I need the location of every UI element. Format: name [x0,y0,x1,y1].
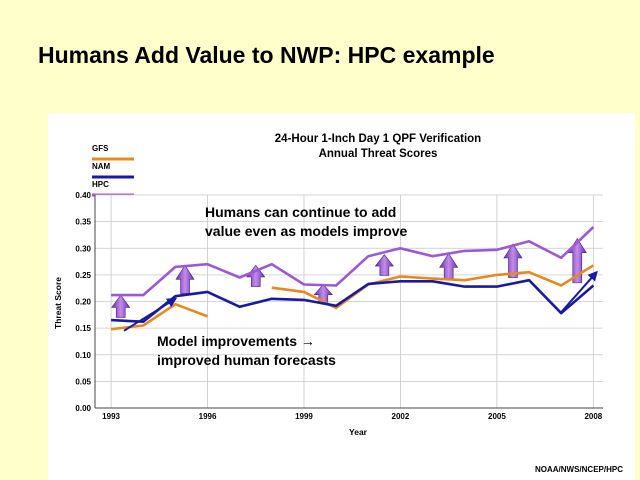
series-line-hpc [111,226,595,297]
annotation-top-line-0: Humans can continue to add [205,204,396,220]
chart-panel: 24-Hour 1-Inch Day 1 QPF Verification An… [48,113,635,480]
value-added-arrow-2 [246,264,266,287]
improvement-arrow-1 [560,270,598,313]
value-added-arrow-0 [111,294,131,318]
chart-legend: GFS NAM HPC [92,144,134,197]
y-tick-label-2: 0.10 [75,351,91,360]
y-tick-label-8: 0.40 [75,191,91,200]
slide-title: Humans Add Value to NWP: HPC example [38,42,495,68]
chart-axes: 0.00 0.05 0.10 0.15 0.20 0.25 0.30 0.35 0.40 1993… [75,191,603,421]
chart-series [110,226,595,331]
x-tick-label-1: 1996 [199,412,217,421]
annotation-bottom-line-0: Model improvements → [157,333,315,349]
annotation-bottom-line-1: improved human forecasts [157,352,336,368]
legend-label-nam: NAM [92,162,111,171]
value-added-arrow-7 [567,238,587,284]
y-tick-label-0: 0.00 [75,404,91,413]
y-tick-label-6: 0.30 [75,244,91,253]
chart-title: 24-Hour 1-Inch Day 1 QPF Verification [275,133,481,145]
x-tick-label-2: 1999 [295,412,313,421]
y-tick-label-4: 0.20 [75,298,91,307]
x-axis-title: Year [349,427,368,437]
chart-subtitle: Annual Threat Scores [319,148,438,160]
improvement-arrows [123,270,598,332]
improvement-arrow-0 [123,297,178,332]
annotation-top-line-1: value even as models improve [205,223,408,239]
value-added-arrow-4 [374,254,394,276]
x-tick-label-4: 2005 [488,412,506,421]
value-added-arrow-5 [439,253,459,279]
x-tick-label-0: 1993 [102,412,120,421]
value-added-arrows [111,238,587,318]
y-tick-label-3: 0.15 [75,324,91,333]
x-tick-label-3: 2002 [392,412,410,421]
y-tick-label-1: 0.05 [75,377,91,386]
value-added-arrow-1 [175,264,195,294]
chart-grid [95,194,603,409]
chart-annotations: Humans can continue to add value even as … [157,204,408,368]
qpf-threat-score-chart: 24-Hour 1-Inch Day 1 QPF Verification An… [53,133,603,437]
series-line-nam [111,278,595,323]
y-tick-label-5: 0.25 [75,271,91,280]
legend-label-hpc: HPC [92,180,109,189]
value-added-arrow-3 [313,284,333,304]
x-tick-label-5: 2008 [584,412,602,421]
y-axis-title: Threat Score [53,277,63,329]
y-tick-label-7: 0.35 [75,218,91,227]
source-credit: NOAA/NWS/NCEP/HPC [534,465,623,474]
legend-label-gfs: GFS [92,144,109,153]
